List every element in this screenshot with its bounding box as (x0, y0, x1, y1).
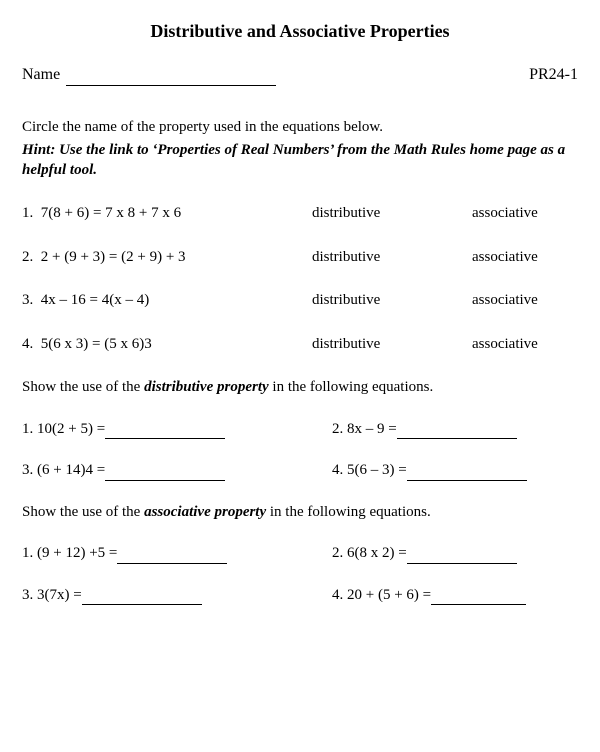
name-input-line[interactable] (66, 70, 276, 86)
pair-row: 3. 3(7x) = 4. 20 + (5 + 6) = (22, 586, 578, 606)
section2-head-post: in the following equations. (269, 379, 434, 395)
section2-heading: Show the use of the distributive propert… (22, 378, 578, 398)
page-title: Distributive and Associative Properties (22, 20, 578, 43)
section2-head-emph: distributive property (144, 379, 269, 395)
section3-head-post: in the following equations. (266, 504, 431, 520)
pair-eq: 4. 5(6 – 3) = (332, 461, 407, 481)
name-label: Name (22, 65, 60, 86)
pair-eq: 2. 6(8 x 2) = (332, 544, 407, 564)
question-eq: 4x – 16 = 4(x – 4) (41, 292, 149, 308)
name-row: Name PR24-1 (22, 65, 578, 86)
section3-head-emph: associative property (144, 504, 266, 520)
pair-row: 3. (6 + 14)4 = 4. 5(6 – 3) = (22, 461, 578, 481)
option-distributive[interactable]: distributive (312, 291, 472, 311)
section3-head-pre: Show the use of the (22, 504, 144, 520)
answer-line[interactable] (397, 425, 517, 439)
answer-line[interactable] (431, 591, 526, 605)
pair-eq: 4. 20 + (5 + 6) = (332, 586, 431, 606)
option-associative[interactable]: associative (472, 291, 578, 311)
question-row: 2. 2 + (9 + 3) = (2 + 9) + 3 distributiv… (22, 248, 578, 268)
pair-eq: 3. (6 + 14)4 = (22, 461, 105, 481)
pair-row: 1. (9 + 12) +5 = 2. 6(8 x 2) = (22, 544, 578, 564)
option-associative[interactable]: associative (472, 204, 578, 224)
pair-eq: 2. 8x – 9 = (332, 420, 397, 440)
pair-eq: 1. 10(2 + 5) = (22, 420, 105, 440)
pair-eq: 1. (9 + 12) +5 = (22, 544, 117, 564)
question-number: 1. (22, 205, 33, 221)
question-eq: 7(8 + 6) = 7 x 8 + 7 x 6 (41, 205, 181, 221)
option-distributive[interactable]: distributive (312, 204, 472, 224)
section2-head-pre: Show the use of the (22, 379, 144, 395)
pair-row: 1. 10(2 + 5) = 2. 8x – 9 = (22, 420, 578, 440)
option-distributive[interactable]: distributive (312, 335, 472, 355)
question-number: 2. (22, 249, 33, 265)
worksheet-code: PR24-1 (529, 65, 578, 86)
question-eq: 2 + (9 + 3) = (2 + 9) + 3 (41, 249, 186, 265)
question-eq: 5(6 x 3) = (5 x 6)3 (41, 336, 152, 352)
instruction-text: Circle the name of the property used in … (22, 118, 578, 138)
answer-line[interactable] (82, 591, 202, 605)
answer-line[interactable] (407, 550, 517, 564)
section3-heading: Show the use of the associative property… (22, 503, 578, 523)
answer-line[interactable] (407, 467, 527, 481)
answer-line[interactable] (105, 467, 225, 481)
option-distributive[interactable]: distributive (312, 248, 472, 268)
question-row: 3. 4x – 16 = 4(x – 4) distributive assoc… (22, 291, 578, 311)
option-associative[interactable]: associative (472, 335, 578, 355)
answer-line[interactable] (105, 425, 225, 439)
question-number: 4. (22, 336, 33, 352)
pair-eq: 3. 3(7x) = (22, 586, 82, 606)
hint-text: Hint: Use the link to ‘Properties of Rea… (22, 140, 578, 181)
question-number: 3. (22, 292, 33, 308)
option-associative[interactable]: associative (472, 248, 578, 268)
answer-line[interactable] (117, 550, 227, 564)
question-row: 1. 7(8 + 6) = 7 x 8 + 7 x 6 distributive… (22, 204, 578, 224)
question-row: 4. 5(6 x 3) = (5 x 6)3 distributive asso… (22, 335, 578, 355)
